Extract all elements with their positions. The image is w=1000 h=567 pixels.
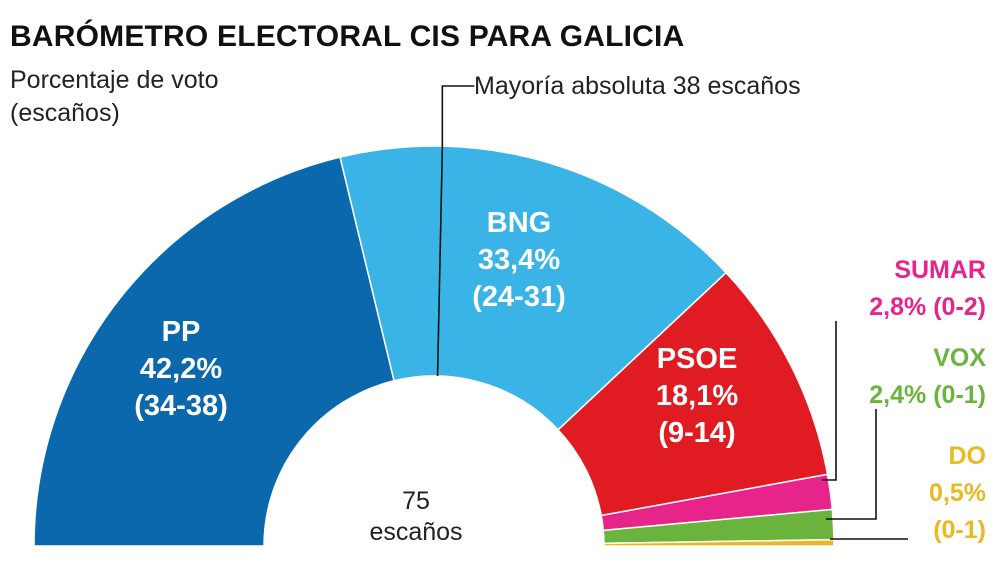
label-vox-name: VOX bbox=[933, 344, 986, 372]
arc-do bbox=[603, 538, 835, 547]
label-do-vote: 0,5% bbox=[929, 479, 986, 507]
chart-subtitle: Porcentaje de voto (escaños) bbox=[10, 64, 218, 130]
majority-marker-line bbox=[436, 148, 444, 377]
arc-pp bbox=[33, 156, 395, 547]
label-do-seats: (0-1) bbox=[933, 516, 986, 544]
leader-line-sumar bbox=[822, 321, 837, 481]
arc-bng bbox=[339, 145, 728, 431]
chart-title: BARÓMETRO ELECTORAL CIS PARA GALICIA bbox=[10, 20, 685, 53]
label-bng-seats: (24-31) bbox=[472, 281, 566, 313]
label-bng-vote: 33,4% bbox=[478, 244, 560, 276]
majority-leader-line bbox=[441, 85, 475, 149]
total-seats-label: escaños bbox=[369, 518, 462, 546]
subtitle-line-2: (escaños) bbox=[10, 99, 120, 127]
label-psoe-vote: 18,1% bbox=[656, 380, 738, 412]
leader-line-vox bbox=[826, 409, 877, 520]
label-psoe-seats: (9-14) bbox=[658, 417, 735, 449]
subtitle-line-1: Porcentaje de voto bbox=[10, 66, 219, 94]
label-do-name: DO bbox=[949, 442, 987, 470]
label-pp-seats: (34-38) bbox=[134, 390, 228, 422]
arc-segments bbox=[33, 145, 835, 547]
segment-labels: PP 42,2% (34-38) BNG 33,4% (24-31) PSOE 18,1% (9… bbox=[134, 207, 986, 544]
label-vox-vote: 2,4% (0-1) bbox=[869, 381, 986, 409]
label-bng-name: BNG bbox=[487, 207, 551, 239]
label-sumar-name: SUMAR bbox=[894, 256, 986, 284]
label-pp-name: PP bbox=[162, 316, 201, 348]
leader-lines bbox=[436, 85, 908, 540]
label-psoe-name: PSOE bbox=[657, 343, 738, 375]
total-seats-number: 75 bbox=[402, 487, 430, 515]
majority-label: Mayoría absoluta 38 escaños bbox=[474, 72, 801, 100]
label-sumar-vote: 2,8% (0-2) bbox=[869, 293, 986, 321]
arc-psoe bbox=[557, 271, 829, 517]
label-pp-vote: 42,2% bbox=[140, 353, 222, 385]
